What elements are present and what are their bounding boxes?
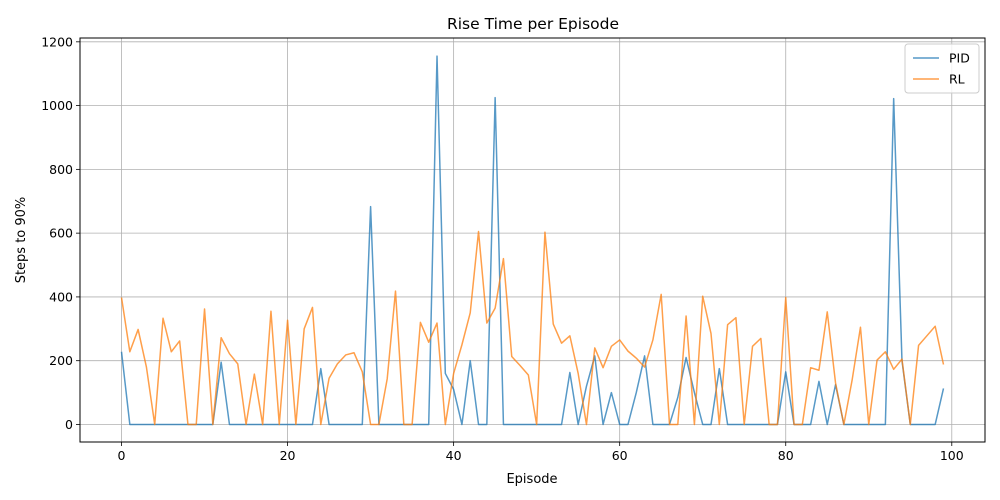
series-line-pid [120, 55, 945, 426]
y-tick-label: 1200 [41, 34, 73, 49]
y-tick-label: 600 [49, 226, 73, 241]
series-lines [120, 55, 945, 426]
legend: PID RL [904, 43, 980, 94]
x-tick-label: 60 [612, 448, 628, 463]
y-tick-label: 1000 [41, 98, 73, 113]
y-tick-label: 800 [49, 162, 73, 177]
legend-label-pid: PID [949, 51, 970, 66]
y-axis: 0 200 400 600 800 1000 1200 [41, 34, 80, 432]
y-tick-label: 200 [49, 353, 73, 368]
y-tick-label: 400 [49, 289, 73, 304]
plot-frame [79, 37, 986, 443]
legend-label-rl: RL [949, 72, 965, 87]
x-tick-label: 40 [446, 448, 462, 463]
x-tick-label: 20 [280, 448, 296, 463]
series-line-rl [120, 230, 945, 426]
legend-box [904, 43, 980, 94]
x-axis: 0 20 40 60 80 100 [118, 442, 964, 463]
x-tick-label: 0 [118, 448, 126, 463]
chart-title: Rise Time per Episode [447, 15, 619, 33]
x-tick-label: 80 [778, 448, 794, 463]
grid [80, 38, 985, 442]
y-tick-label: 0 [65, 417, 73, 432]
y-axis-label: Steps to 90% [14, 197, 29, 284]
x-tick-label: 100 [940, 448, 964, 463]
x-axis-label: Episode [506, 472, 557, 487]
